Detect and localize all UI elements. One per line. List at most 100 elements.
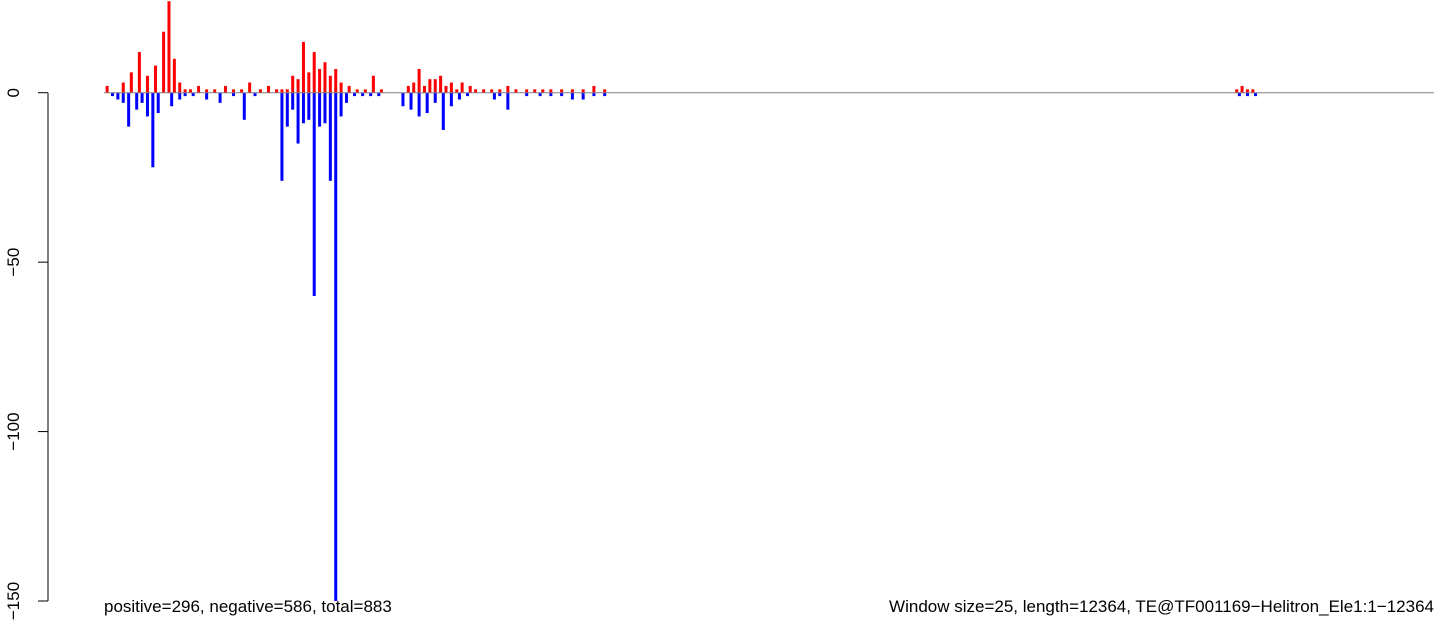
negative-bar bbox=[433, 92, 437, 103]
positive-bar bbox=[183, 89, 187, 93]
positive-bar bbox=[592, 85, 596, 93]
negative-bar bbox=[506, 92, 510, 110]
y-tick-label: −50 bbox=[4, 248, 23, 277]
positive-bar bbox=[1235, 89, 1239, 93]
negative-bar bbox=[498, 92, 502, 97]
negative-bar bbox=[285, 92, 289, 127]
negative-bar bbox=[170, 92, 174, 107]
negative-bar bbox=[417, 92, 421, 117]
positive-bar bbox=[323, 62, 327, 93]
positive-bar bbox=[379, 89, 383, 93]
positive-bar bbox=[318, 68, 322, 93]
negative-bar bbox=[205, 92, 209, 100]
negative-bar bbox=[242, 92, 246, 120]
positive-bar bbox=[339, 82, 343, 93]
positive-bar bbox=[178, 82, 182, 93]
positive-bar bbox=[205, 89, 209, 93]
negative-bar bbox=[570, 92, 574, 100]
y-axis: 0 −50 −100 −150 bbox=[4, 88, 49, 620]
positive-bar bbox=[428, 79, 432, 93]
negative-bar bbox=[140, 92, 144, 103]
negative-bar bbox=[178, 92, 182, 100]
positive-bar bbox=[197, 85, 201, 93]
positive-bar bbox=[422, 85, 426, 93]
negative-bar bbox=[328, 92, 332, 181]
positive-bar bbox=[223, 85, 227, 93]
positive-bar bbox=[525, 89, 529, 93]
negative-bar bbox=[307, 92, 311, 120]
positive-bar bbox=[275, 89, 279, 93]
positive-bar bbox=[363, 89, 367, 93]
negative-bar bbox=[191, 92, 195, 97]
positive-bar bbox=[498, 89, 502, 93]
negative-bar bbox=[457, 92, 461, 100]
positive-bar bbox=[121, 82, 125, 93]
negative-bar bbox=[560, 92, 564, 97]
positive-bar bbox=[248, 82, 252, 93]
positive-bar bbox=[312, 52, 316, 93]
positive-bar bbox=[301, 41, 305, 93]
positive-bar bbox=[490, 89, 494, 93]
negative-bar bbox=[525, 92, 529, 97]
positive-bar bbox=[328, 75, 332, 93]
positive-bar bbox=[213, 89, 217, 93]
negative-bar bbox=[377, 92, 381, 97]
negative-bar bbox=[312, 92, 316, 297]
positive-bar bbox=[145, 75, 149, 93]
positive-bar bbox=[296, 79, 300, 93]
positive-bar bbox=[334, 68, 338, 93]
y-tick-label: −100 bbox=[4, 412, 23, 450]
positive-bar bbox=[167, 1, 171, 93]
positive-bar bbox=[455, 89, 459, 93]
negative-bar bbox=[339, 92, 343, 117]
negative-bar bbox=[581, 92, 585, 100]
negative-bar bbox=[121, 92, 125, 103]
positive-bar bbox=[570, 89, 574, 93]
positive-bar bbox=[129, 72, 133, 93]
positive-bar bbox=[280, 89, 284, 93]
positive-bar bbox=[285, 89, 289, 93]
negative-bar bbox=[549, 92, 553, 97]
positive-bar bbox=[474, 89, 478, 93]
negative-bar bbox=[135, 92, 139, 110]
negative-bar bbox=[291, 92, 295, 110]
y-tick-label: 0 bbox=[4, 88, 23, 97]
negative-bar bbox=[116, 92, 120, 100]
positive-bar bbox=[439, 75, 443, 93]
negative-bar bbox=[156, 92, 160, 114]
negative-bar bbox=[1254, 92, 1258, 97]
negative-bar bbox=[492, 92, 496, 100]
positive-bar bbox=[406, 85, 410, 93]
negative-bar bbox=[301, 92, 305, 124]
positive-bar bbox=[468, 85, 472, 93]
positive-bar bbox=[1245, 89, 1249, 93]
summary-counts-label: positive=296, negative=586, total=883 bbox=[104, 597, 392, 616]
negative-bar bbox=[280, 92, 284, 181]
negative-bar bbox=[441, 92, 445, 130]
positive-bar bbox=[603, 89, 607, 93]
positive-bar bbox=[188, 89, 192, 93]
positive-bar bbox=[347, 85, 351, 93]
negative-bar bbox=[369, 92, 373, 97]
positive-bar bbox=[581, 89, 585, 93]
negative-bar bbox=[538, 92, 542, 97]
positive-bar bbox=[162, 31, 166, 93]
positive-bar bbox=[105, 85, 109, 93]
negative-bar bbox=[318, 92, 322, 127]
negative-bar bbox=[232, 92, 236, 97]
positive-bar bbox=[232, 89, 236, 93]
positive-bar bbox=[449, 82, 453, 93]
negative-bar bbox=[353, 92, 357, 97]
positive-bar bbox=[137, 52, 141, 93]
negative-bar bbox=[1237, 92, 1241, 97]
negative-bar bbox=[449, 92, 453, 107]
positive-bar bbox=[433, 79, 437, 93]
bars-layer bbox=[105, 1, 1258, 602]
positive-bar bbox=[291, 75, 295, 93]
window-info-label: Window size=25, length=12364, TE@TF00116… bbox=[889, 597, 1434, 616]
positive-bar bbox=[549, 89, 553, 93]
negative-bar bbox=[592, 92, 596, 97]
negative-bar bbox=[603, 92, 607, 97]
negative-bar bbox=[409, 92, 413, 110]
